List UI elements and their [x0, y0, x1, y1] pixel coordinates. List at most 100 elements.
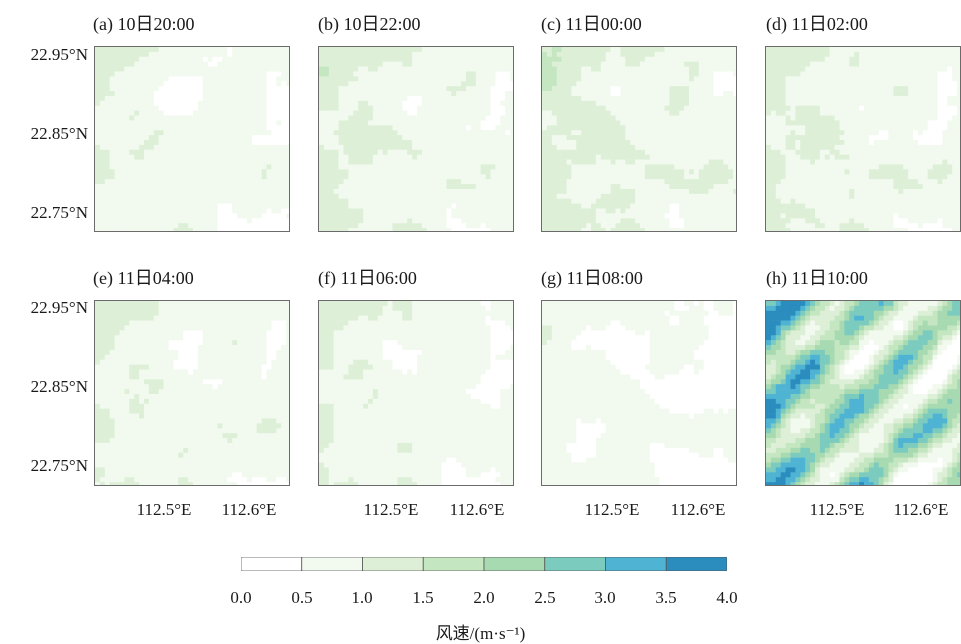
heatmap-cell — [835, 47, 840, 52]
heatmap-cell — [105, 209, 110, 214]
heatmap-cell — [407, 223, 412, 228]
heatmap-cell — [344, 204, 349, 209]
heatmap-cell — [869, 81, 874, 86]
heatmap-cell — [242, 76, 247, 81]
heatmap-cell — [913, 57, 918, 62]
heatmap-cell — [324, 76, 329, 81]
heatmap-cell — [606, 228, 611, 232]
heatmap-cell — [957, 52, 961, 57]
heatmap-cell — [571, 62, 576, 67]
heatmap-cell — [348, 71, 353, 76]
heatmap-cell — [547, 135, 552, 140]
heatmap-cell — [417, 194, 422, 199]
heatmap-cell — [665, 169, 670, 174]
heatmap-cell — [791, 71, 796, 76]
heatmap-cell — [655, 194, 660, 199]
heatmap-cell — [864, 52, 869, 57]
heatmap-cell — [645, 130, 650, 135]
heatmap-cell — [733, 140, 737, 145]
heatmap-cell — [611, 223, 616, 228]
heatmap-cell — [665, 160, 670, 165]
heatmap-cell — [432, 101, 437, 106]
heatmap-cell — [495, 91, 500, 96]
heatmap-cell — [164, 184, 169, 189]
heatmap-cell — [115, 76, 120, 81]
heatmap-cell — [154, 213, 159, 218]
heatmap-cell — [601, 169, 606, 174]
heatmap-cell — [491, 223, 496, 228]
heatmap-cell — [679, 106, 684, 111]
heatmap-cell — [640, 160, 645, 165]
heatmap-cell — [791, 91, 796, 96]
heatmap-cell — [596, 76, 601, 81]
heatmap-cell — [203, 155, 208, 160]
heatmap-cell — [110, 57, 115, 62]
heatmap-cell — [733, 160, 737, 165]
heatmap-cell — [576, 111, 581, 116]
heatmap-cell — [694, 101, 699, 106]
heatmap-cell — [486, 47, 491, 52]
heatmap-cell — [348, 150, 353, 155]
heatmap-cell — [348, 47, 353, 52]
heatmap-cell — [363, 150, 368, 155]
heatmap-cell — [571, 169, 576, 174]
heatmap-cell — [129, 204, 134, 209]
heatmap-cell — [100, 184, 105, 189]
heatmap-cell — [542, 81, 547, 86]
heatmap-cell — [486, 71, 491, 76]
heatmap-cell — [120, 47, 125, 52]
heatmap-cell — [650, 86, 655, 91]
heatmap-cell — [129, 96, 134, 101]
heatmap-cell — [491, 155, 496, 160]
heatmap-cell — [348, 228, 353, 232]
heatmap-cell — [552, 125, 557, 130]
heatmap-cell — [446, 111, 451, 116]
heatmap-cell — [795, 47, 800, 52]
heatmap-cell — [709, 223, 714, 228]
heatmap-cell — [461, 150, 466, 155]
heatmap-cell — [281, 140, 286, 145]
heatmap-cell — [815, 62, 820, 67]
heatmap-cell — [159, 204, 164, 209]
heatmap-cell — [486, 76, 491, 81]
heatmap-cell — [227, 120, 232, 125]
heatmap-cell — [105, 164, 110, 169]
heatmap-cell — [791, 62, 796, 67]
heatmap-cell — [586, 86, 591, 91]
heatmap-cell — [918, 91, 923, 96]
heatmap-cell — [242, 164, 247, 169]
heatmap-cell — [173, 194, 178, 199]
heatmap-cell — [500, 120, 505, 125]
heatmap-cell — [222, 125, 227, 130]
heatmap-cell — [95, 71, 100, 76]
heatmap-cell — [339, 140, 344, 145]
heatmap-cell — [154, 86, 159, 91]
heatmap-cell — [645, 184, 650, 189]
heatmap-cell — [650, 189, 655, 194]
heatmap-cell — [344, 130, 349, 135]
heatmap-cell — [825, 57, 830, 62]
heatmap-cell — [319, 120, 324, 125]
heatmap-cell — [635, 184, 640, 189]
heatmap-cell — [500, 179, 505, 184]
heatmap-cell — [115, 47, 120, 52]
heatmap-cell — [596, 179, 601, 184]
heatmap-cell — [500, 140, 505, 145]
heatmap-cell — [689, 218, 694, 223]
heatmap-cell — [723, 209, 728, 214]
heatmap-cell — [363, 47, 368, 52]
heatmap-cell — [412, 81, 417, 86]
heatmap-cell — [183, 86, 188, 91]
heatmap-cell — [110, 111, 115, 116]
heatmap-cell — [139, 150, 144, 155]
heatmap-cell — [466, 130, 471, 135]
heatmap-cell — [169, 47, 174, 52]
heatmap-cell — [334, 135, 339, 140]
heatmap-cell — [169, 145, 174, 150]
heatmap-cell — [495, 169, 500, 174]
heatmap-cell — [665, 140, 670, 145]
heatmap-cell — [173, 169, 178, 174]
heatmap-cell — [733, 81, 737, 86]
heatmap-cell — [120, 204, 125, 209]
heatmap-cell — [378, 86, 383, 91]
